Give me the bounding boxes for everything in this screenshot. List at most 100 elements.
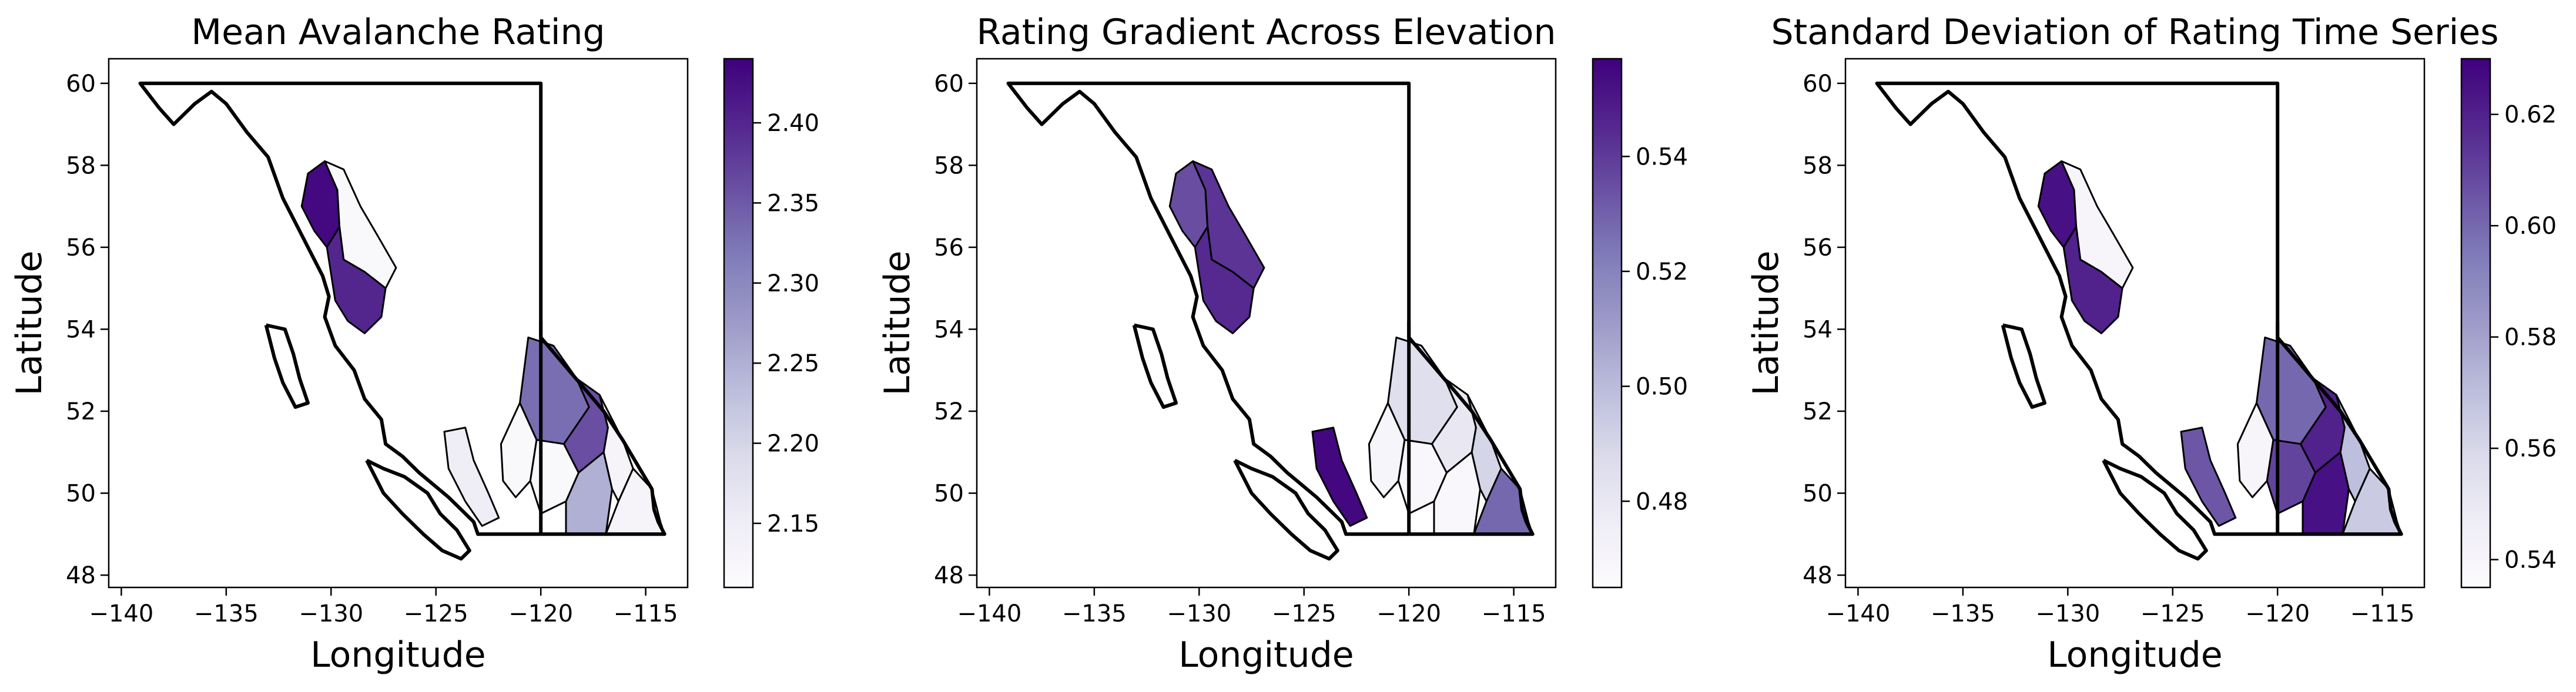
x-tick-label: −135 xyxy=(194,600,259,627)
y-tick-label: 56 xyxy=(66,234,96,261)
y-tick-label: 58 xyxy=(934,152,964,179)
y-tick-label: 52 xyxy=(1803,398,1833,425)
x-tick-label: −125 xyxy=(2140,600,2205,627)
region-coast-central xyxy=(2062,226,2123,334)
region-fills xyxy=(2037,160,2403,535)
y-axis-label: Latitude xyxy=(1746,251,1787,396)
y-tick-label: 48 xyxy=(66,562,96,589)
x-tick-label: −125 xyxy=(1272,600,1336,627)
province-outline xyxy=(1006,81,1535,561)
y-tick-label: 50 xyxy=(934,481,964,508)
x-tick-label: −120 xyxy=(508,600,573,627)
vancouver-island xyxy=(1233,459,1339,561)
colorbar-tick-label: 2.35 xyxy=(767,190,819,217)
y-tick-label: 48 xyxy=(1803,562,1833,589)
region-south-coast xyxy=(443,426,500,527)
panel-rating-gradient: Rating Gradient Across Elevation Longitu… xyxy=(877,12,1688,676)
haida-gwaii xyxy=(264,323,310,409)
x-tick-label: −115 xyxy=(614,600,678,627)
x-tick-label: −130 xyxy=(2035,600,2100,627)
y-tick-label: 50 xyxy=(1803,481,1833,508)
x-tick-label: −130 xyxy=(1167,600,1231,627)
colorbar-tick-label: 0.60 xyxy=(2504,213,2557,240)
colorbar-tick-label: 0.54 xyxy=(1636,143,1688,170)
bc-border xyxy=(1006,81,1411,536)
colorbar-tick-label: 0.48 xyxy=(1636,488,1688,515)
y-tick-label: 58 xyxy=(66,152,96,179)
x-tick-label: −115 xyxy=(1482,600,1546,627)
y-axis-label: Latitude xyxy=(877,251,918,396)
axis-ticks: −140 −135 −130 −125 −120 −115 48 50 52 54 56 58 60 xyxy=(934,70,1546,627)
y-tick-label: 60 xyxy=(66,70,96,98)
colorbar-tick-label: 0.56 xyxy=(2504,435,2557,462)
x-tick-label: −120 xyxy=(1376,600,1441,627)
axes-frame xyxy=(108,58,689,589)
colorbar-tick-label: 2.40 xyxy=(767,110,819,137)
bc-east-border xyxy=(2276,321,2403,536)
y-tick-label: 52 xyxy=(934,398,964,425)
colorbar-tick-label: 2.15 xyxy=(767,510,819,538)
x-tick-label: −125 xyxy=(404,600,468,627)
y-axis-label: Latitude xyxy=(9,251,50,396)
panel-mean-rating: Mean Avalanche Rating Longitude Latitude… xyxy=(9,12,819,676)
colorbar-tick-label: 0.58 xyxy=(2504,324,2557,351)
x-axis-label: Longitude xyxy=(310,634,485,676)
haida-gwaii xyxy=(1132,323,1178,409)
x-tick-label: −135 xyxy=(1062,600,1127,627)
region-fills xyxy=(1168,160,1534,535)
province-outline xyxy=(1875,81,2403,561)
colorbar-gradient xyxy=(2460,58,2491,589)
haida-gwaii xyxy=(2001,323,2046,409)
y-tick-label: 56 xyxy=(934,234,964,261)
colorbar-tick-label: 2.30 xyxy=(767,270,819,297)
colorbar-tick-label: 2.25 xyxy=(767,350,819,377)
axes-frame xyxy=(976,58,1557,589)
y-tick-label: 48 xyxy=(934,562,964,589)
x-tick-label: −140 xyxy=(1825,600,1890,627)
panel-title: Mean Avalanche Rating xyxy=(191,12,605,53)
colorbar: 2.15 2.20 2.25 2.30 2.35 2.40 xyxy=(723,58,819,589)
x-axis-label: Longitude xyxy=(2047,634,2222,676)
colorbar-gradient xyxy=(1592,58,1623,589)
colorbar: 0.48 0.50 0.52 0.54 xyxy=(1592,58,1688,589)
vancouver-island xyxy=(365,459,471,561)
province-outline xyxy=(138,81,666,561)
colorbar-tick-label: 2.20 xyxy=(767,431,819,458)
axes-frame xyxy=(1844,58,2426,589)
y-tick-label: 52 xyxy=(66,398,96,425)
colorbar-tick-label: 0.62 xyxy=(2504,102,2557,129)
colorbar-tick-label: 0.52 xyxy=(1636,258,1688,285)
bc-border xyxy=(1875,81,2280,536)
x-tick-label: −115 xyxy=(2350,600,2415,627)
region-fills xyxy=(300,160,666,535)
y-tick-label: 56 xyxy=(1803,234,1833,261)
x-tick-label: −140 xyxy=(89,600,153,627)
y-tick-label: 60 xyxy=(934,70,964,98)
x-axis-label: Longitude xyxy=(1178,634,1354,676)
colorbar-gradient xyxy=(723,58,754,589)
colorbar-tick-label: 0.50 xyxy=(1636,374,1688,401)
y-tick-label: 54 xyxy=(1803,316,1833,343)
bc-east-border xyxy=(1407,321,1535,536)
x-tick-label: −130 xyxy=(299,600,363,627)
x-tick-label: −120 xyxy=(2245,600,2310,627)
y-tick-label: 50 xyxy=(66,481,96,508)
colorbar: 0.54 0.56 0.58 0.60 0.62 xyxy=(2460,58,2557,589)
bc-east-border xyxy=(539,321,666,536)
x-tick-label: −140 xyxy=(957,600,1021,627)
region-south-coast xyxy=(2180,426,2237,527)
y-tick-label: 60 xyxy=(1803,70,1833,98)
y-tick-label: 54 xyxy=(934,316,964,343)
y-tick-label: 58 xyxy=(1803,152,1833,179)
panel-title: Standard Deviation of Rating Time Series xyxy=(1771,12,2499,53)
y-tick-label: 54 xyxy=(66,316,96,343)
panel-std-rating: Standard Deviation of Rating Time Series… xyxy=(1746,12,2557,676)
region-coast-central xyxy=(326,226,387,334)
region-coast-central xyxy=(1194,226,1255,334)
bc-border xyxy=(138,81,543,536)
axis-ticks: −140 −135 −130 −125 −120 −115 48 50 52 54 56 58 60 xyxy=(66,70,678,627)
region-south-coast xyxy=(1311,426,1368,527)
colorbar-tick-label: 0.54 xyxy=(2504,547,2557,574)
vancouver-island xyxy=(2102,459,2208,561)
